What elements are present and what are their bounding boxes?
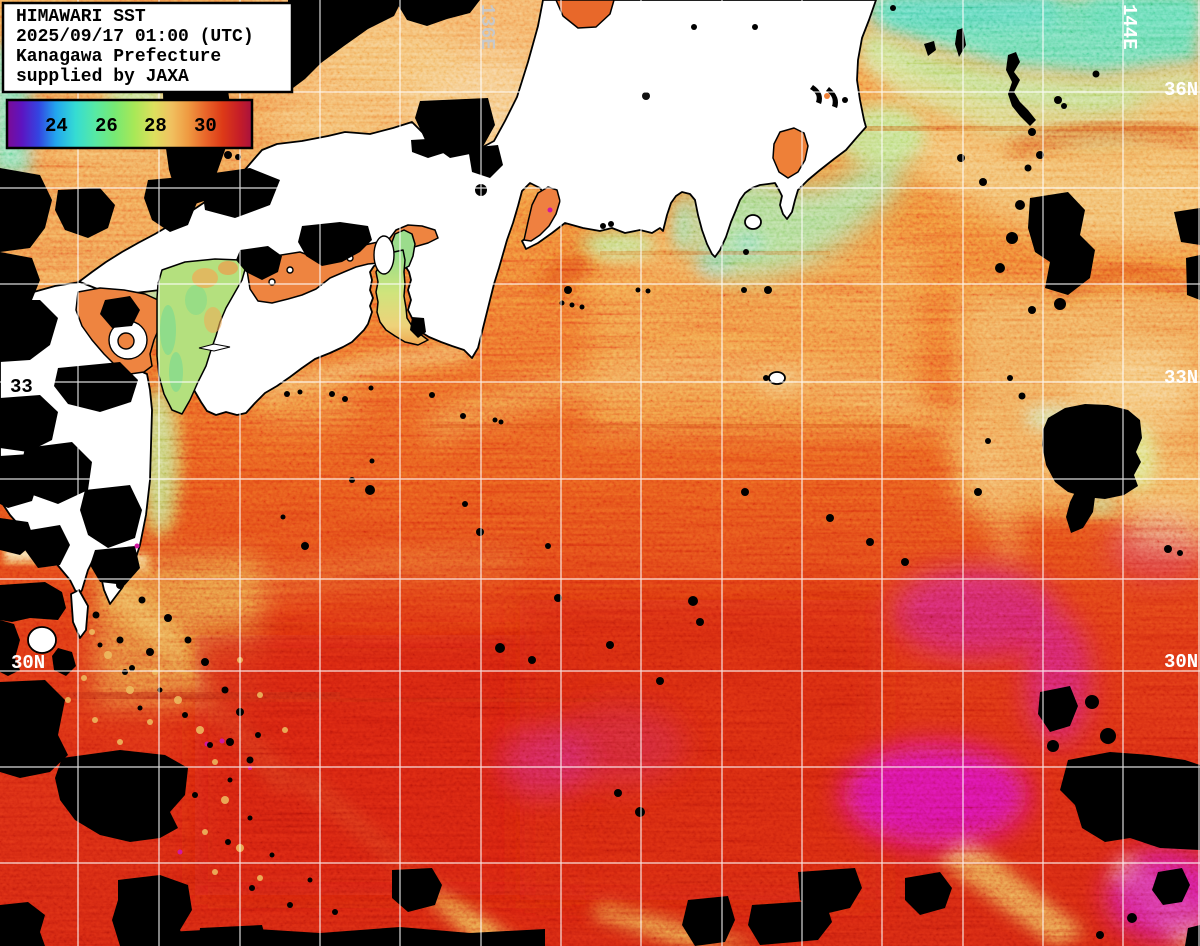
svg-text:30N: 30N [11,652,45,674]
svg-text:144E: 144E [1118,4,1140,50]
svg-text:136E: 136E [476,4,498,50]
svg-text:33: 33 [10,376,33,398]
svg-text:Kanagawa Prefecture: Kanagawa Prefecture [16,47,221,67]
svg-text:33N: 33N [1164,367,1198,389]
svg-text:30N: 30N [1164,651,1198,673]
svg-text:36N: 36N [1164,79,1198,101]
svg-text:2025/09/17 01:00 (UTC): 2025/09/17 01:00 (UTC) [16,27,254,47]
svg-text:26: 26 [95,115,118,137]
svg-text:30: 30 [194,115,217,137]
svg-text:24: 24 [45,115,68,137]
svg-text:supplied by JAXA: supplied by JAXA [16,67,189,87]
svg-text:28: 28 [144,115,167,137]
svg-text:HIMAWARI SST: HIMAWARI SST [16,7,146,27]
